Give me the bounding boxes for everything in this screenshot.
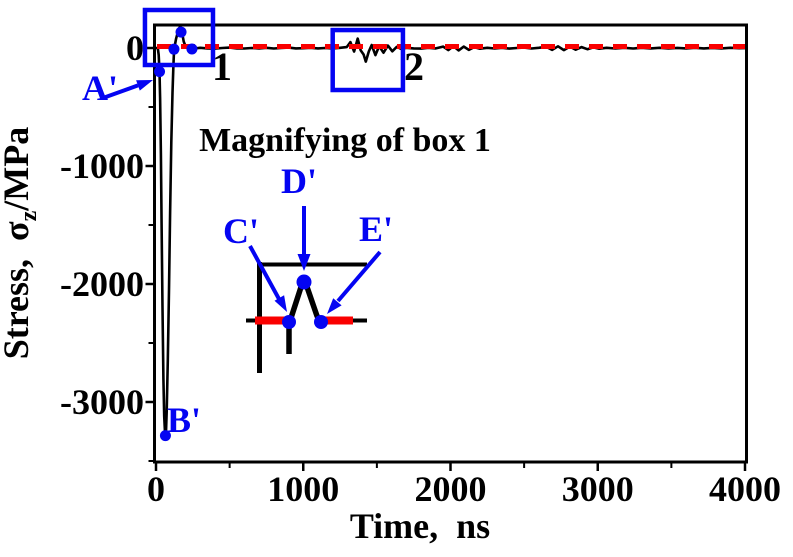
y-tick-label: -3000 (60, 382, 144, 422)
y-tick-label: 0 (126, 28, 144, 68)
x-tick-label: 3000 (562, 469, 634, 509)
x-tick-label: 2000 (415, 469, 487, 509)
magnify-box-1 (142, 7, 216, 68)
x-tick-label: 4000 (709, 469, 781, 509)
c-prime-arrow-shaft (248, 245, 281, 300)
annotation-label-d-prime: D' (281, 161, 317, 201)
inset-title: Magnifying of box 1 (199, 122, 491, 159)
stress-curve (156, 25, 746, 437)
x-axis-title: Time, ns (350, 506, 490, 546)
annotation-label-b-prime: B' (166, 400, 202, 440)
annotation-label-c-prime: C' (223, 211, 259, 251)
box-1-label: 1 (212, 44, 232, 89)
inset-point-e-prime (314, 315, 328, 329)
x-tick-label: 0 (147, 469, 165, 509)
y-axis-title-prefix: Stress, σ (0, 221, 36, 359)
annotation-label-a-prime: A' (82, 68, 118, 108)
c-prime-arrow-head (274, 295, 287, 312)
y-tick-label: -2000 (60, 264, 144, 304)
inset-point-c-prime (282, 315, 296, 329)
box-2-label: 2 (404, 44, 424, 89)
a-prime-arrow-head (136, 80, 153, 91)
point-a-prime (154, 66, 166, 78)
magnify-box-2 (330, 27, 406, 93)
point-e-prime (186, 43, 198, 55)
e-prime-arrow-head (327, 298, 342, 314)
x-tick-label: 1000 (267, 469, 339, 509)
point-c-prime (168, 43, 180, 55)
e-prime-arrow-shaft (336, 250, 382, 303)
point-d-prime (175, 26, 187, 38)
y-axis-title-suffix: /MPa (0, 127, 36, 212)
d-prime-arrow-head (297, 254, 311, 271)
chart-generated-layer: 0 1000 2000 3000 4000 0 -1000 -2000 -3000 (60, 7, 781, 509)
inset-point-d-prime (296, 274, 312, 290)
a-prime-arrow (102, 80, 153, 100)
a-prime-arrow-shaft (102, 83, 139, 100)
y-tick-label: -1000 (60, 146, 144, 186)
magnified-inset-diagram (246, 206, 382, 373)
point-b-prime (159, 430, 171, 442)
y-axis-title-subscript: z (16, 210, 42, 221)
annotation-label-e-prime: E' (358, 209, 394, 249)
y-axis-title: Stress, σz/MPa (0, 127, 42, 360)
